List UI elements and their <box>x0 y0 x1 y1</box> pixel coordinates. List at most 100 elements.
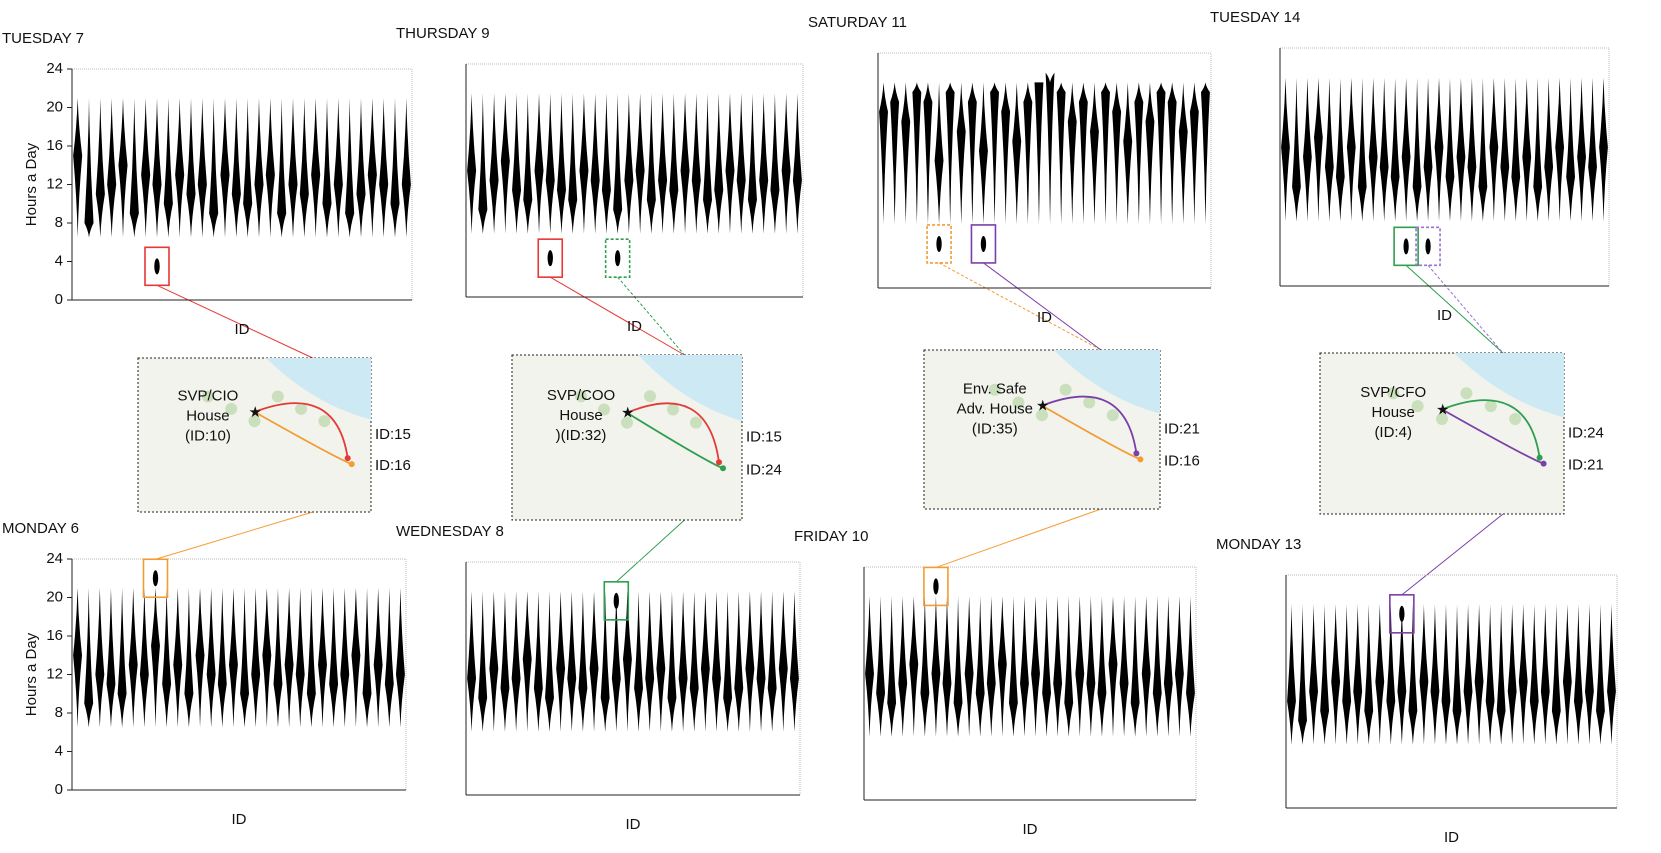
violin <box>217 587 227 728</box>
violin <box>1167 82 1177 225</box>
y-tick-label: 20 <box>46 588 63 605</box>
y-axis-label: Hours a Day <box>23 142 40 226</box>
violin <box>277 97 287 238</box>
outlier-mark <box>1399 605 1405 622</box>
highlight-box <box>926 224 952 264</box>
violin <box>723 591 733 732</box>
violin <box>84 97 94 238</box>
violin <box>1067 82 1077 225</box>
violin <box>578 591 588 732</box>
violin <box>600 591 610 732</box>
map-feature <box>1484 400 1497 413</box>
violin <box>1031 596 1040 737</box>
violin <box>512 93 522 234</box>
y-tick-label: 16 <box>46 137 63 154</box>
violin <box>556 591 566 732</box>
y-tick-label: 12 <box>46 175 63 192</box>
violin <box>1478 77 1488 222</box>
violin <box>197 97 207 238</box>
route <box>254 402 349 459</box>
violin <box>117 587 127 728</box>
violin <box>712 591 721 732</box>
violin <box>251 587 261 728</box>
violin <box>1397 604 1407 745</box>
violin <box>624 93 634 234</box>
violin <box>1463 604 1473 745</box>
violin <box>789 591 799 732</box>
violin <box>1551 604 1561 745</box>
violin <box>1201 82 1210 225</box>
violin <box>781 93 791 234</box>
violin <box>139 587 149 728</box>
map-feature <box>1436 413 1448 426</box>
map-feature <box>201 390 214 403</box>
violin <box>725 93 735 234</box>
violin <box>579 93 589 234</box>
violin <box>1303 77 1312 222</box>
outlier-mark <box>1425 238 1431 255</box>
house-star: ★ <box>1036 398 1049 415</box>
route-end <box>1536 454 1543 461</box>
violin <box>1145 82 1155 225</box>
violin <box>545 93 555 234</box>
violin <box>500 591 510 732</box>
violin <box>931 596 941 737</box>
violin <box>912 82 922 225</box>
violin <box>1056 82 1066 225</box>
violin <box>667 591 677 732</box>
violin <box>379 97 389 238</box>
house-label: Env. Safe <box>963 381 1027 398</box>
map-water <box>1454 353 1564 418</box>
highlight-box <box>1389 594 1415 634</box>
violin <box>770 93 780 234</box>
map-feature <box>988 383 1001 396</box>
violin <box>634 591 644 732</box>
violin <box>265 97 275 238</box>
violin <box>175 97 185 238</box>
violin <box>1566 77 1576 222</box>
violin <box>589 591 599 732</box>
violin <box>1368 77 1378 222</box>
violin <box>333 97 343 238</box>
house-star: ★ <box>621 405 634 422</box>
highlight-box <box>142 558 169 599</box>
violin <box>129 97 139 238</box>
violin <box>1599 77 1608 222</box>
y-tick-label: 24 <box>46 60 63 77</box>
map-feature <box>1059 383 1072 396</box>
violin <box>979 82 988 225</box>
highlight-box <box>970 224 997 264</box>
connector <box>1427 265 1504 354</box>
violin <box>1178 82 1188 225</box>
violin <box>1174 596 1184 737</box>
y-tick-label: 4 <box>55 742 63 759</box>
violin <box>1045 72 1055 225</box>
route <box>626 402 720 463</box>
violin <box>1186 596 1195 737</box>
house-label: (ID:35) <box>972 421 1018 438</box>
violin <box>1064 596 1074 737</box>
id-label: ID:24 <box>746 461 782 478</box>
violin <box>990 82 999 225</box>
violin <box>656 591 666 732</box>
violin <box>1123 82 1133 225</box>
violin <box>1529 604 1539 745</box>
route-end <box>720 465 726 472</box>
highlight-box <box>1415 226 1441 267</box>
id-label: ID:15 <box>375 426 411 443</box>
map-feature <box>575 390 587 403</box>
violin <box>635 93 645 234</box>
violin <box>964 596 974 737</box>
violin <box>1292 77 1301 222</box>
violin <box>1507 604 1517 745</box>
violin <box>318 587 327 728</box>
violin <box>1577 77 1586 222</box>
violin <box>601 93 611 234</box>
violin <box>1331 604 1341 745</box>
violin <box>73 587 83 728</box>
map-feature <box>598 403 610 416</box>
violin <box>745 591 755 732</box>
house-label: Adv. House <box>957 401 1033 418</box>
map-feature <box>248 415 261 428</box>
violin <box>920 596 930 737</box>
